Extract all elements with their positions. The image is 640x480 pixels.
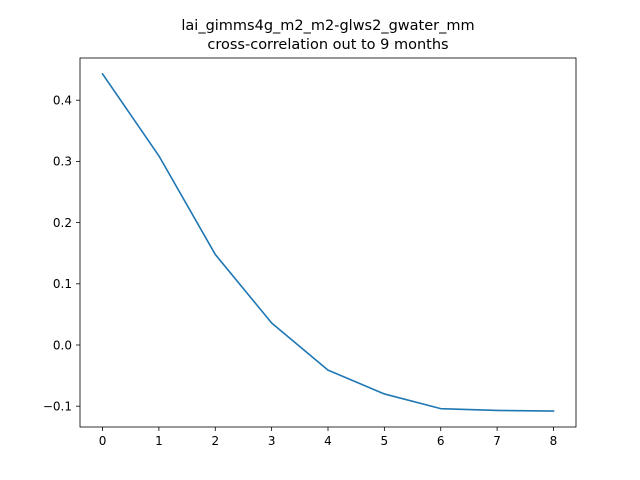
series-line-0 (101, 72, 555, 412)
y-tick-label: 0.3 (53, 155, 72, 169)
chart-subtitle: cross-correlation out to 9 months (207, 37, 448, 53)
x-tick-label: 5 (381, 434, 389, 448)
x-tick-label: 0 (99, 434, 107, 448)
x-tick-label: 4 (324, 434, 332, 448)
x-tick-label: 1 (155, 434, 163, 448)
x-tick-label: 8 (550, 434, 558, 448)
plot-area: 0 1 2 3 4 5 6 7 8 −0.1 0.0 0.1 0.2 0.3 0.4 (43, 57, 577, 448)
y-tick-label: 0.0 (53, 338, 72, 352)
axes-frame (79, 57, 577, 428)
x-tick-label: 2 (211, 434, 219, 448)
chart-title: lai_gimms4g_m2_m2-glws2_gwater_mm (181, 18, 474, 34)
y-tick-label: −0.1 (43, 399, 72, 413)
x-tick-label: 6 (437, 434, 445, 448)
y-tick-label: 0.2 (53, 216, 72, 230)
x-tick-label: 7 (493, 434, 501, 448)
x-tick-label: 3 (268, 434, 276, 448)
y-tick-label: 0.4 (53, 94, 72, 108)
y-tick-label: 0.1 (53, 277, 72, 291)
